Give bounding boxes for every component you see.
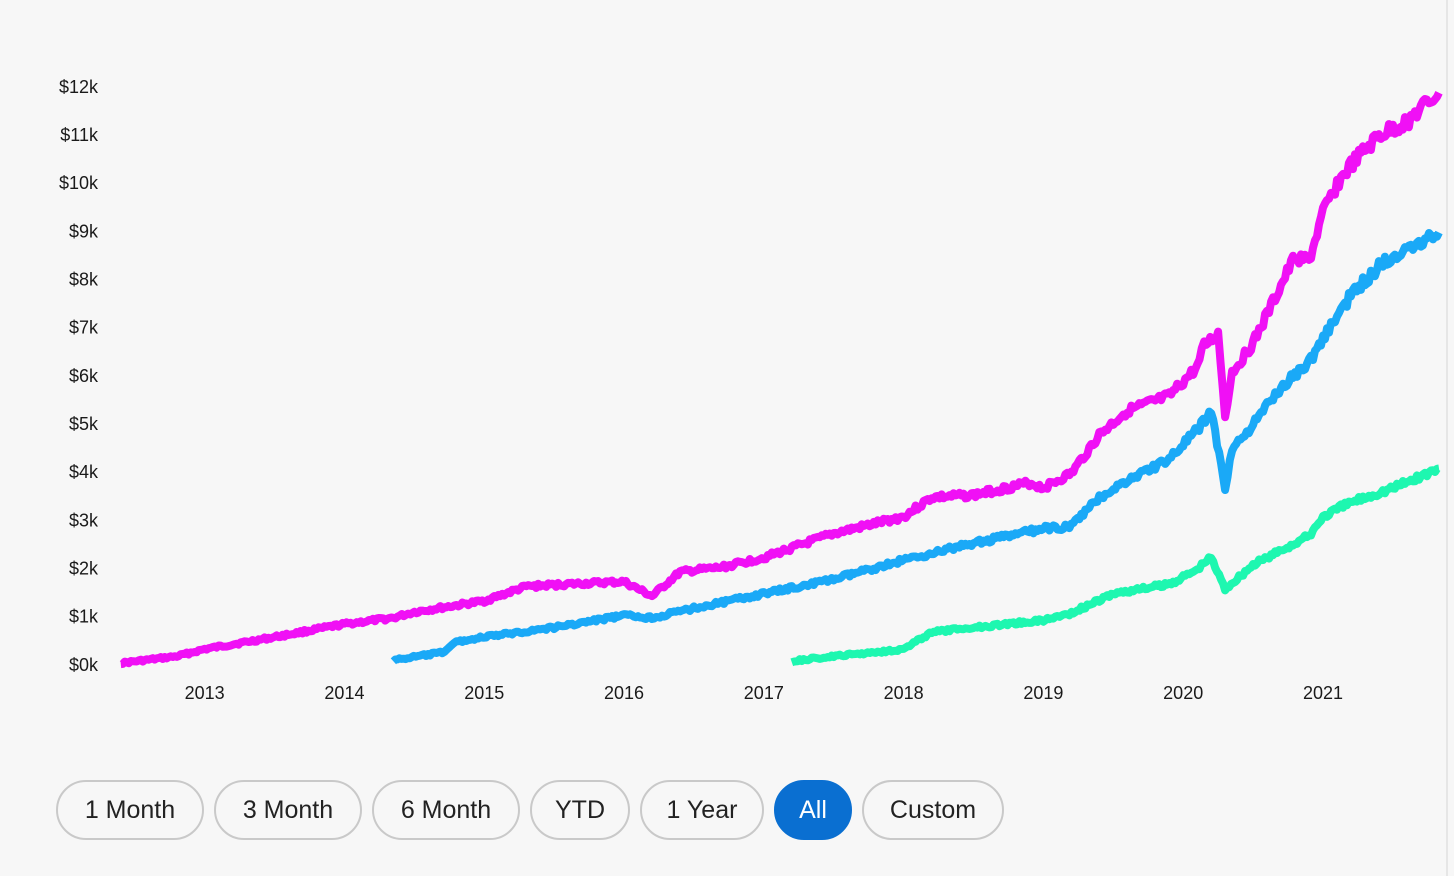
x-axis: 2013 2014 2015 2016 2017 2018 2019 2020 2021 <box>185 683 1343 703</box>
range-button-ytd[interactable]: YTD <box>530 780 630 840</box>
x-tick-label: 2015 <box>464 683 504 703</box>
y-tick-label: $4k <box>69 462 99 482</box>
x-tick-label: 2016 <box>604 683 644 703</box>
y-tick-label: $10k <box>59 173 99 193</box>
x-tick-label: 2021 <box>1303 683 1343 703</box>
series-layer <box>118 91 1443 669</box>
y-tick-label: $3k <box>69 510 99 530</box>
series-line-2 <box>390 229 1443 665</box>
y-tick-label: $12k <box>59 77 99 97</box>
range-button-3-month[interactable]: 3 Month <box>214 780 362 840</box>
y-tick-label: $0k <box>69 655 99 675</box>
range-button-all[interactable]: All <box>774 780 852 840</box>
series-line-1 <box>118 91 1443 669</box>
y-tick-label: $7k <box>69 318 99 338</box>
x-tick-label: 2019 <box>1023 683 1063 703</box>
y-tick-label: $2k <box>69 558 99 578</box>
range-button-1-month[interactable]: 1 Month <box>56 780 204 840</box>
y-tick-label: $1k <box>69 607 99 627</box>
range-button-1-year[interactable]: 1 Year <box>640 780 764 840</box>
x-tick-label: 2018 <box>884 683 924 703</box>
x-tick-label: 2017 <box>744 683 784 703</box>
y-tick-label: $9k <box>69 221 99 241</box>
y-axis: $0k $1k $2k $3k $4k $5k $6k $7k $8k $9k $10k $11k $1… <box>59 77 99 675</box>
performance-chart: $0k $1k $2k $3k $4k $5k $6k $7k $8k $9k $10k $11k $1… <box>59 77 1443 703</box>
y-tick-label: $5k <box>69 414 99 434</box>
x-tick-label: 2014 <box>324 683 364 703</box>
right-edge-divider <box>1446 0 1448 876</box>
y-tick-label: $11k <box>60 125 99 145</box>
range-button-custom[interactable]: Custom <box>862 780 1004 840</box>
x-tick-label: 2013 <box>185 683 225 703</box>
y-tick-label: $6k <box>69 366 99 386</box>
series-line-3 <box>789 464 1441 667</box>
x-tick-label: 2020 <box>1163 683 1203 703</box>
y-tick-label: $8k <box>69 269 99 289</box>
range-button-6-month[interactable]: 6 Month <box>372 780 520 840</box>
